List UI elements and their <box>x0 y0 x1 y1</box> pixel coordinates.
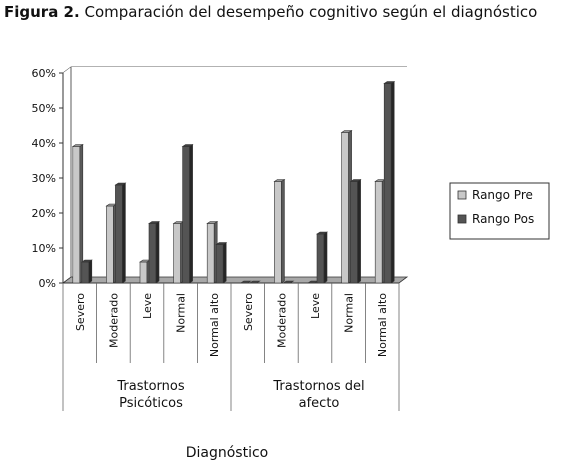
group-label: Psicóticos <box>119 396 183 411</box>
bar-top <box>248 280 261 284</box>
category-label: Normal <box>175 293 188 333</box>
bar-top <box>181 144 194 147</box>
bar-front <box>115 184 123 284</box>
bars <box>71 80 396 284</box>
bar-side <box>222 241 227 284</box>
bar-top <box>114 182 127 186</box>
bar-side <box>390 80 395 284</box>
category-label: Normal alto <box>376 293 389 357</box>
bar-side <box>88 259 93 284</box>
bar-pre <box>374 178 387 284</box>
bar-pre <box>139 259 151 284</box>
bar-front <box>274 181 282 284</box>
bar-front <box>81 261 90 284</box>
bar-front <box>148 223 157 284</box>
group-label: afecto <box>299 396 340 411</box>
bar-pre <box>206 220 219 284</box>
y-tick-label: 0% <box>39 277 56 290</box>
y-tick-label: 50% <box>32 102 56 115</box>
bar-top <box>340 130 353 133</box>
bar-top <box>206 221 219 224</box>
bar-pos <box>114 182 127 284</box>
bar-top <box>273 179 286 182</box>
figure-number: Figura 2. <box>4 3 80 21</box>
category-label: Leve <box>309 293 322 319</box>
legend-swatch <box>457 214 467 224</box>
bar-pos <box>248 280 261 284</box>
bar-front <box>383 83 392 284</box>
category-label: Leve <box>141 293 154 319</box>
legend-label: Rango Pre <box>472 188 533 202</box>
y-tick-label: 10% <box>32 242 56 255</box>
bar-front <box>316 233 325 284</box>
bar-side <box>189 143 193 284</box>
bar-pre <box>172 220 185 284</box>
bar-pos <box>181 143 194 284</box>
bar-top <box>71 144 84 147</box>
bar-front <box>341 132 349 284</box>
bar-pre <box>273 178 286 284</box>
bar-pos <box>215 241 228 284</box>
figure-title: Comparación del desempeño cognitivo segú… <box>84 3 538 21</box>
bar-top <box>215 242 228 245</box>
legend-box <box>449 182 550 240</box>
bar-side <box>281 178 285 284</box>
group-label: Trastornos <box>116 379 184 394</box>
legend-label: Rango Pos <box>472 212 534 226</box>
bar-front <box>182 146 190 284</box>
category-label: Normal alto <box>208 293 221 357</box>
group-label: Trastornos del <box>272 379 364 394</box>
bar-pre <box>239 280 252 284</box>
bar-side <box>357 178 361 284</box>
bar-top <box>383 81 396 84</box>
bar-top <box>282 280 295 284</box>
y-tick-label: 40% <box>32 137 56 150</box>
bar-pos <box>316 231 328 284</box>
bar-pos <box>383 80 396 284</box>
category-label: Severo <box>242 293 255 331</box>
bar-front <box>374 181 383 284</box>
category-label: Normal <box>343 293 356 333</box>
bar-side <box>122 182 126 284</box>
y-tick-label: 60% <box>32 67 56 80</box>
bar-pos <box>282 280 295 284</box>
bar-pre <box>105 203 118 284</box>
bar-pos <box>80 259 93 284</box>
bar-front <box>72 146 81 284</box>
category-label: Severo <box>74 293 87 331</box>
bar-top <box>239 280 252 284</box>
bar-side <box>155 220 160 284</box>
bar-front <box>139 261 148 284</box>
bar-top <box>80 259 93 263</box>
bar-pos <box>349 178 362 284</box>
bar-top <box>349 179 362 182</box>
bar-pre <box>71 143 84 284</box>
category-label: Moderado <box>275 293 288 348</box>
bar-pos <box>148 220 160 284</box>
bar-front <box>206 223 215 284</box>
bar-pre <box>340 129 353 284</box>
x-axis-title: Diagnóstico <box>186 445 269 461</box>
bar-side <box>323 231 328 284</box>
legend-swatch <box>457 190 467 200</box>
legend: Rango Pre Rango Pos <box>449 182 550 240</box>
bar-front <box>106 205 114 284</box>
axes: 0% 10% 20% 30% 40% 50% 60% Severo Moderado Leve No… <box>32 67 400 461</box>
figure-caption: Figura 2. Comparación del desempeño cogn… <box>4 3 537 21</box>
bar-top <box>316 231 328 235</box>
bar-front <box>215 244 224 284</box>
category-label: Moderado <box>107 293 120 348</box>
bar-front <box>173 223 181 284</box>
bar-front <box>350 181 358 284</box>
y-tick-label: 20% <box>32 207 56 220</box>
y-tick-label: 30% <box>32 172 56 185</box>
bar-top <box>148 221 160 224</box>
